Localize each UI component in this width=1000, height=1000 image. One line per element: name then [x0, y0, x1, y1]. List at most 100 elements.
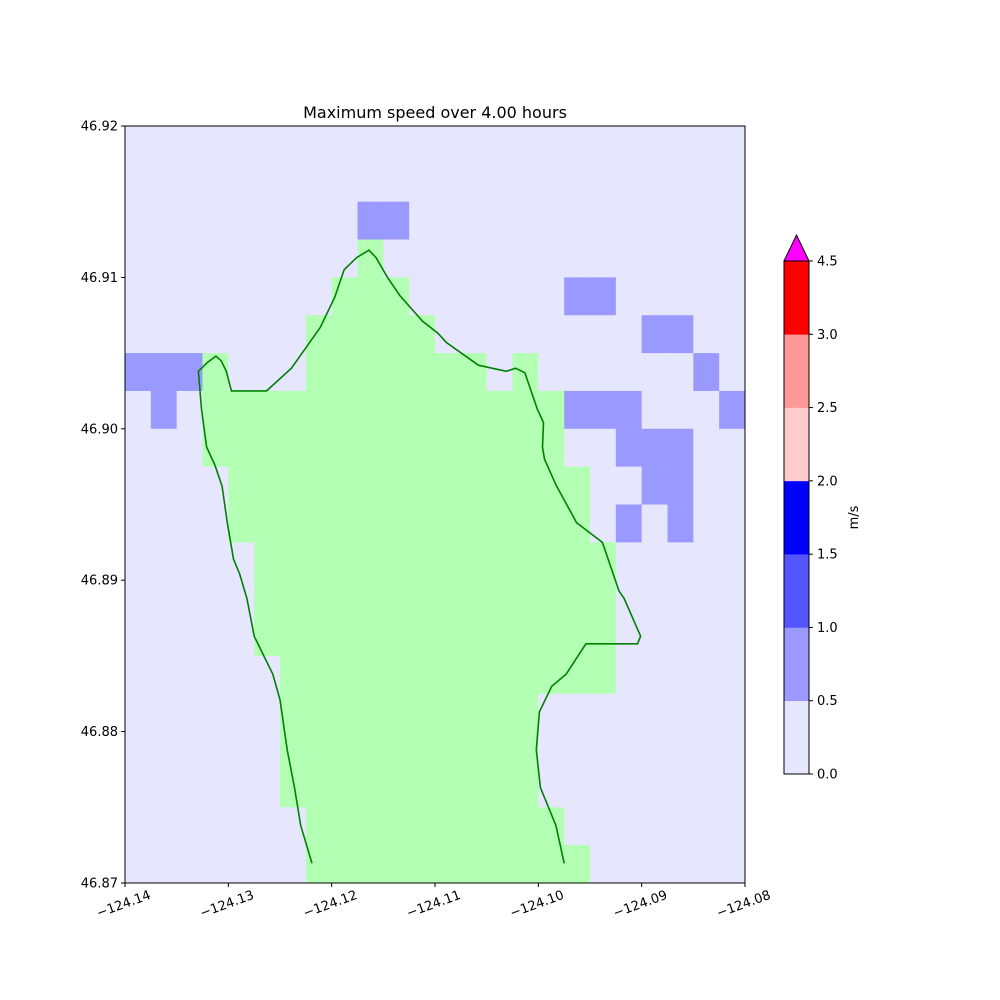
speed-cell — [564, 239, 591, 278]
speed-cell — [641, 769, 668, 808]
speed-cell — [667, 769, 694, 808]
speed-cell — [693, 618, 720, 657]
land-cell — [460, 807, 488, 846]
speed-cell — [667, 201, 694, 241]
land-cell — [254, 542, 281, 581]
speed-cell — [150, 807, 178, 846]
speed-cell — [176, 807, 203, 846]
land-cell — [409, 693, 436, 733]
speed-cell — [641, 390, 668, 430]
speed-cell — [564, 807, 591, 846]
speed-cell — [615, 466, 643, 505]
speed-cell — [331, 201, 358, 241]
speed-cell — [615, 618, 643, 657]
speed-cell — [564, 731, 591, 770]
speed-cell — [125, 693, 152, 733]
land-cell — [512, 428, 539, 468]
land-cell — [409, 769, 436, 808]
land-cell — [331, 693, 358, 733]
land-cell — [460, 353, 488, 392]
speed-cell — [202, 845, 229, 884]
land-cell — [305, 315, 333, 354]
colorbar-band — [784, 480, 809, 555]
land-cell — [254, 580, 281, 619]
land-cell — [305, 353, 333, 392]
speed-cell — [125, 239, 152, 278]
land-cell — [486, 466, 513, 505]
speed-cell — [280, 315, 307, 354]
speed-cell — [667, 580, 694, 619]
speed-cell — [409, 239, 436, 278]
land-cell — [228, 466, 255, 505]
speed-cell — [125, 580, 152, 619]
speed-cell — [564, 353, 591, 392]
speed-cell — [305, 126, 333, 165]
speed-cell — [693, 580, 720, 619]
speed-cell — [435, 126, 462, 165]
speed-cell — [460, 126, 488, 165]
speed-cell — [693, 655, 720, 695]
speed-cell — [228, 807, 255, 846]
speed-cell — [125, 769, 152, 808]
y-tick-label: 46.92 — [81, 120, 118, 135]
land-cell — [512, 807, 539, 846]
colorbar-tick-label: 3.0 — [817, 328, 838, 343]
speed-cell — [150, 769, 178, 808]
land-cell — [331, 504, 358, 543]
speed-cell — [150, 277, 178, 316]
speed-cell — [590, 315, 617, 354]
speed-cell — [125, 315, 152, 354]
speed-cell — [641, 277, 668, 316]
land-cell — [357, 466, 384, 505]
speed-cell — [615, 807, 643, 846]
speed-cell — [228, 769, 255, 808]
speed-cell — [641, 845, 668, 884]
speed-cell — [590, 504, 617, 543]
speed-cell — [590, 731, 617, 770]
land-cell — [357, 315, 384, 354]
speed-cell — [150, 693, 178, 733]
land-cell — [331, 277, 358, 316]
speed-cell — [667, 618, 694, 657]
speed-cell — [125, 807, 152, 846]
speed-cell — [125, 163, 152, 203]
speed-cell — [615, 315, 643, 354]
land-cell — [486, 504, 513, 543]
speed-cell — [383, 163, 410, 203]
speed-cell — [667, 353, 694, 392]
speed-cell — [228, 315, 255, 354]
speed-cell — [228, 845, 255, 884]
land-cell — [331, 618, 358, 657]
speed-cell — [693, 163, 720, 203]
land-cell — [383, 618, 410, 657]
colorbar-band — [784, 407, 809, 482]
land-cell — [435, 504, 462, 543]
speed-cell — [590, 201, 617, 241]
land-cell — [486, 542, 513, 581]
speed-cell — [641, 731, 668, 770]
speed-cell — [564, 693, 591, 733]
speed-cell — [641, 693, 668, 733]
land-cell — [538, 390, 565, 430]
speed-cell — [615, 277, 643, 316]
land-cell — [409, 353, 436, 392]
speed-cell — [615, 845, 643, 884]
land-cell — [564, 655, 591, 695]
land-cell — [435, 731, 462, 770]
speed-cell — [641, 618, 668, 657]
speed-cell — [125, 542, 152, 581]
colorbar-tick-label: 2.5 — [817, 401, 838, 416]
speed-cell — [254, 845, 281, 884]
speed-cell — [486, 277, 513, 316]
land-cell — [435, 542, 462, 581]
speed-cell — [254, 353, 281, 392]
speed-cell — [590, 277, 617, 316]
speed-cell — [176, 201, 203, 241]
speed-cell — [512, 277, 539, 316]
speed-cell — [202, 807, 229, 846]
speed-cell — [383, 126, 410, 165]
speed-cell — [150, 845, 178, 884]
speed-cell — [590, 466, 617, 505]
speed-cell — [176, 655, 203, 695]
speed-cell — [693, 769, 720, 808]
